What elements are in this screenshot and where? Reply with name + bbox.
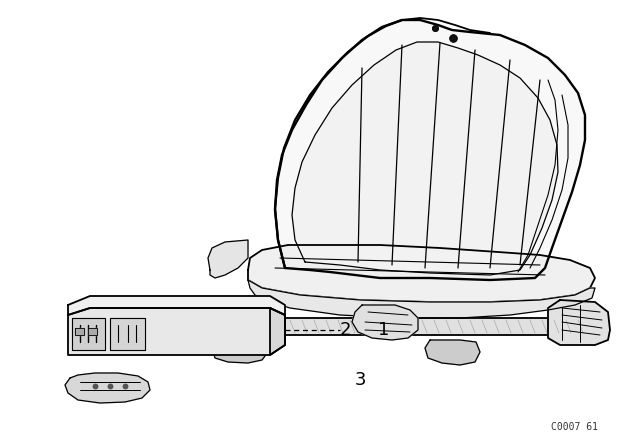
Polygon shape	[425, 340, 480, 365]
Polygon shape	[75, 328, 84, 335]
Polygon shape	[248, 280, 595, 318]
Polygon shape	[72, 318, 105, 350]
Polygon shape	[212, 340, 268, 363]
Text: 3: 3	[355, 371, 367, 389]
Polygon shape	[352, 305, 418, 340]
Polygon shape	[210, 318, 595, 335]
Polygon shape	[208, 240, 248, 278]
Polygon shape	[88, 328, 97, 335]
Polygon shape	[292, 42, 558, 275]
Text: C0007 61: C0007 61	[551, 422, 598, 432]
Text: 1: 1	[378, 321, 389, 339]
Polygon shape	[270, 308, 285, 355]
Polygon shape	[275, 20, 585, 280]
Polygon shape	[248, 245, 595, 302]
Polygon shape	[65, 373, 150, 403]
Polygon shape	[210, 318, 268, 350]
Polygon shape	[110, 318, 145, 350]
Polygon shape	[68, 308, 285, 355]
Polygon shape	[548, 300, 610, 345]
Polygon shape	[68, 296, 285, 315]
Text: 2: 2	[340, 321, 351, 339]
